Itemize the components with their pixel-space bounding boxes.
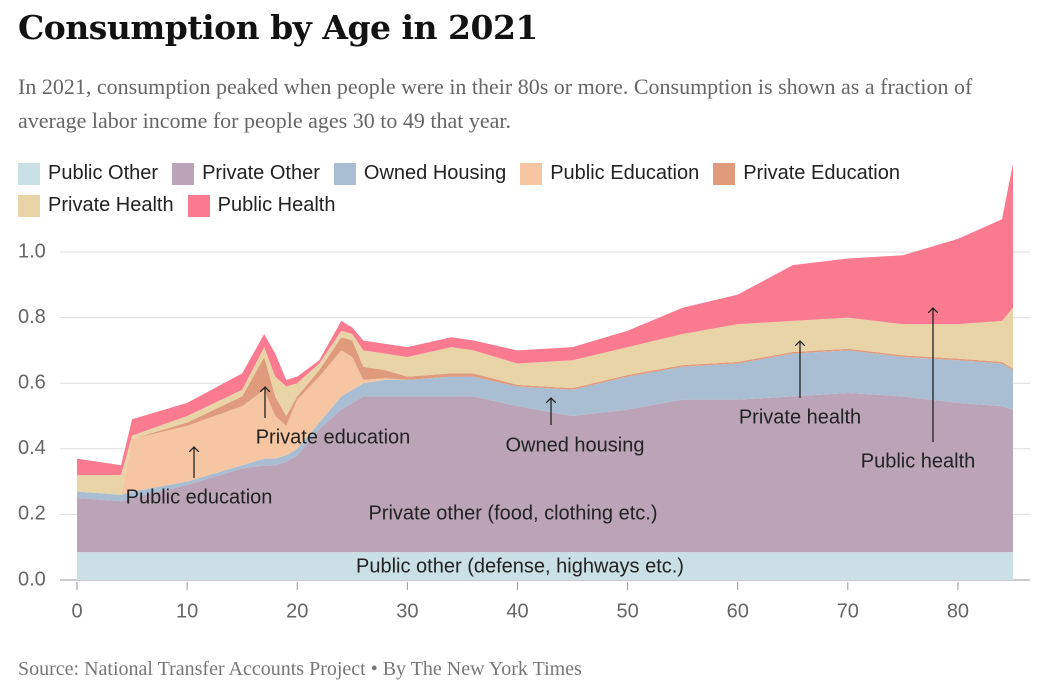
legend-label: Owned Housing xyxy=(363,162,507,184)
y-tick-label: 0.4 xyxy=(18,437,46,459)
legend-swatch xyxy=(187,194,210,217)
legend-label: Private Education xyxy=(743,162,900,184)
legend-swatch xyxy=(18,162,40,185)
legend-item: Private Health xyxy=(18,194,174,217)
area xyxy=(77,350,1013,495)
x-tick-label: 30 xyxy=(396,600,418,622)
legend-item: Public Other xyxy=(18,162,158,185)
x-tick-label: 60 xyxy=(727,600,749,622)
y-tick-label: 0.8 xyxy=(18,306,46,328)
legend-swatch xyxy=(520,162,543,185)
annotation: Public health xyxy=(861,450,976,472)
area xyxy=(77,552,1013,580)
x-tick-label: 70 xyxy=(837,600,859,622)
area xyxy=(77,393,1013,553)
legend-swatch xyxy=(18,194,40,217)
y-tick-label: 0.6 xyxy=(18,371,46,393)
legend-label: Private Health xyxy=(48,194,174,216)
x-tick-label: 10 xyxy=(176,600,198,622)
legend-swatch xyxy=(172,162,195,185)
annotation: Private education xyxy=(256,426,411,448)
legend-swatch xyxy=(333,162,356,185)
legend-label: Private Other xyxy=(202,162,320,184)
y-tick-label: 1.0 xyxy=(18,240,46,262)
x-tick-label: 20 xyxy=(286,600,308,622)
area xyxy=(77,307,1013,495)
x-tick-label: 80 xyxy=(947,600,969,622)
x-tick-label: 50 xyxy=(616,600,638,622)
annotation: Public education xyxy=(126,486,273,508)
annotation: Public other (defense, highways etc.) xyxy=(356,555,684,577)
legend-label: Public Other xyxy=(48,162,159,184)
chart-title: Consumption by Age in 2021 xyxy=(18,8,538,47)
legend-item: Public Education xyxy=(520,162,699,185)
area xyxy=(77,350,1013,502)
annotation: Private health xyxy=(739,406,861,428)
annotation: Owned housing xyxy=(506,434,645,456)
annotation: Private other (food, clothing etc.) xyxy=(368,502,657,524)
legend-label: Public Health xyxy=(217,194,336,216)
legend-swatch xyxy=(713,162,736,185)
chart-subtitle: In 2021, consumption peaked when people … xyxy=(18,74,973,133)
y-tick-label: 0.2 xyxy=(18,503,46,525)
source: Source: National Transfer Accounts Proje… xyxy=(18,658,582,680)
legend-label: Public Education xyxy=(550,162,700,184)
x-tick-label: 0 xyxy=(71,600,82,622)
legend-item: Public Health xyxy=(187,194,336,217)
legend-item: Private Education xyxy=(713,162,900,185)
legend: Public Other Private Other Owned Housing Pu… xyxy=(18,162,1028,217)
legend-item: Private Other xyxy=(172,162,320,185)
y-tick-label: 0.0 xyxy=(18,568,46,590)
legend-item: Owned Housing xyxy=(333,162,507,185)
x-tick-label: 40 xyxy=(506,600,528,622)
